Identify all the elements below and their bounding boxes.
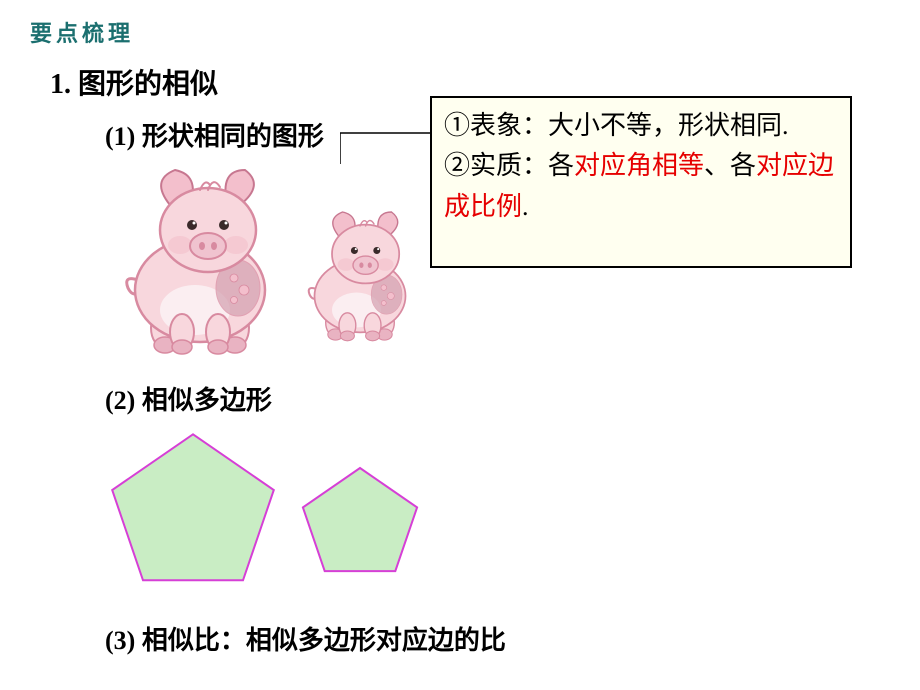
topic-title: 1. 图形的相似 [50, 62, 218, 102]
callout-line2-suffix: . [522, 192, 529, 221]
callout-line1: ①表象：大小不等，形状相同. [444, 111, 789, 140]
pentagon-illustrations [105, 420, 455, 605]
subtopic-2: (2) 相似多边形 [105, 380, 272, 417]
callout-line2-prefix: ②实质：各 [444, 151, 574, 180]
pig-illustrations [105, 155, 445, 370]
subtopic-3: (3) 相似比：相似多边形对应边的比 [105, 620, 506, 657]
callout-red1: 对应角相等 [574, 151, 704, 180]
callout-line2-mid: 、各 [704, 151, 756, 180]
section-header: 要点梳理 [30, 16, 134, 48]
callout-box: ①表象：大小不等，形状相同. ②实质：各对应角相等、各对应边成比例. [430, 96, 852, 268]
subtopic-1: (1) 形状相同的图形 [105, 116, 324, 153]
